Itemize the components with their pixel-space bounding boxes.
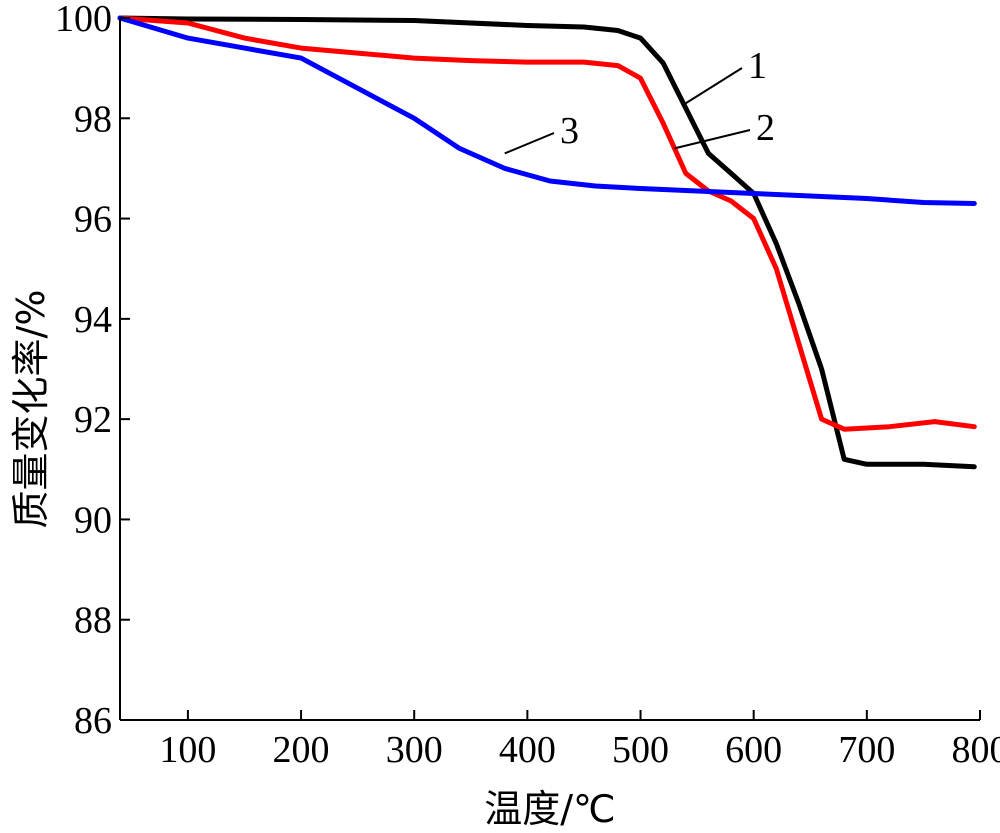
- x-tick-label: 500: [612, 729, 669, 771]
- axes: 100 200 300 400 500 600 700 800 86 88 90 92 94 96 98 10…: [55, 0, 1000, 771]
- x-tick-label: 200: [273, 729, 330, 771]
- y-axis-title: 质量变化率/%: [9, 290, 53, 529]
- series-3-line: [117, 15, 977, 206]
- series-1-line: [117, 15, 977, 470]
- plot-curves: [117, 15, 977, 470]
- curve-2-label: 2: [756, 107, 775, 149]
- x-tick-label: 600: [725, 729, 782, 771]
- curve-labels: 1 2 3: [504, 45, 775, 155]
- curve-1-leader: [685, 67, 743, 105]
- curve-3-leader: [504, 132, 555, 155]
- x-tick-label: 100: [159, 729, 216, 771]
- x-tick-label: 800: [952, 729, 1000, 771]
- y-tick-label: 96: [74, 199, 112, 241]
- curve-3-label: 3: [560, 110, 579, 152]
- y-tick-label: 94: [74, 299, 112, 341]
- curve-1-label: 1: [748, 45, 767, 87]
- x-tick-label: 300: [386, 729, 443, 771]
- y-tick-label: 90: [74, 499, 112, 541]
- y-tick-label: 92: [74, 399, 112, 441]
- x-tick-label: 700: [838, 729, 895, 771]
- y-tick-label: 88: [74, 600, 112, 642]
- curve-2-leader: [674, 129, 751, 150]
- x-tick-label: 400: [499, 729, 556, 771]
- y-tick-label: 98: [74, 98, 112, 140]
- y-tick-label: 100: [55, 0, 112, 40]
- y-tick-label: 86: [74, 700, 112, 742]
- series-2-line: [117, 15, 977, 432]
- x-axis-title: 温度/℃: [484, 787, 615, 831]
